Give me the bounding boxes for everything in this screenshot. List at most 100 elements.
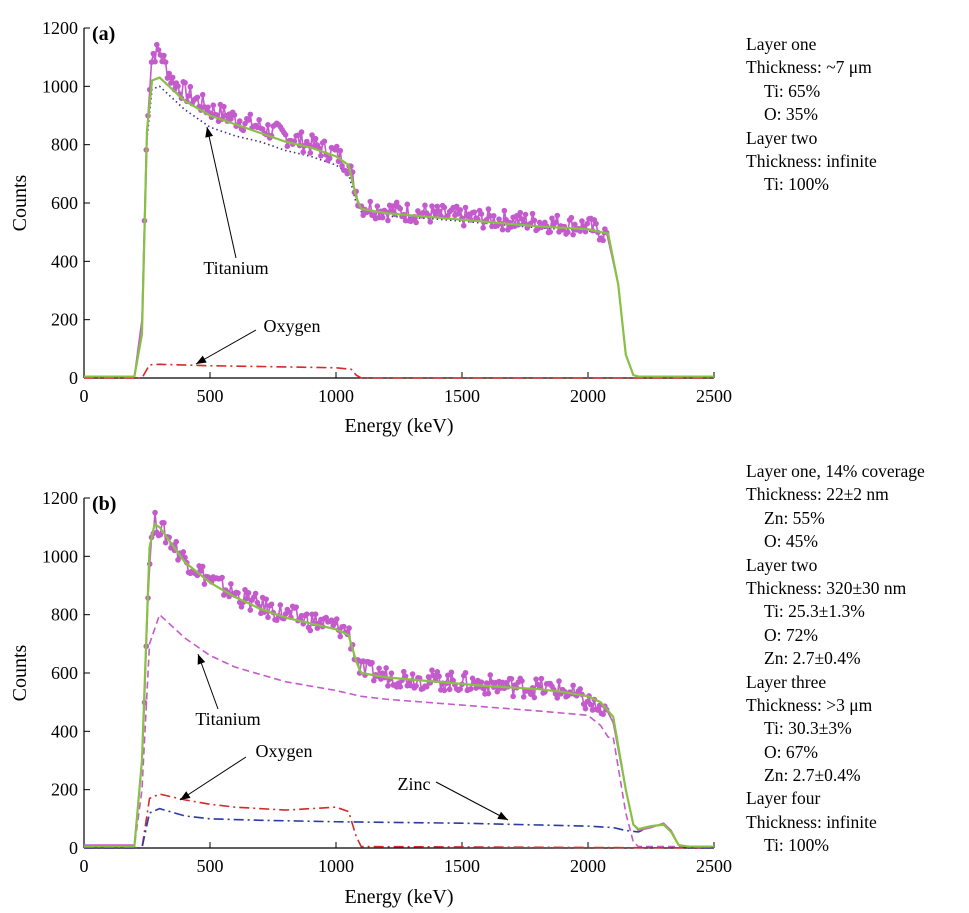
data-point bbox=[150, 50, 157, 57]
data-point bbox=[413, 219, 419, 226]
titanium-line bbox=[84, 613, 714, 848]
data-point bbox=[265, 122, 271, 128]
data-point bbox=[228, 116, 234, 122]
data-point bbox=[194, 94, 201, 101]
data-point bbox=[187, 83, 194, 90]
data-point bbox=[385, 683, 391, 689]
data-point bbox=[346, 625, 352, 631]
data-point bbox=[379, 670, 386, 676]
data-point bbox=[337, 147, 344, 154]
data-point bbox=[284, 143, 291, 150]
data-point bbox=[397, 205, 404, 212]
data-point bbox=[326, 155, 333, 162]
data-point bbox=[180, 549, 187, 555]
data-point bbox=[531, 217, 538, 224]
data-point bbox=[485, 690, 492, 697]
data-point bbox=[238, 604, 245, 610]
data-point bbox=[323, 614, 329, 621]
layer-info-b-line: Layer four bbox=[746, 788, 821, 809]
y-tick-label: 0 bbox=[69, 368, 78, 388]
data-point bbox=[295, 132, 301, 139]
data-point bbox=[263, 596, 269, 602]
data-point bbox=[369, 659, 375, 666]
layer-info-b-line: Thickness: >3 μm bbox=[746, 694, 873, 715]
data-point bbox=[600, 237, 606, 244]
data-point bbox=[162, 59, 169, 65]
data-point bbox=[409, 671, 416, 677]
data-point bbox=[268, 601, 275, 608]
data-point bbox=[478, 211, 485, 217]
data-point bbox=[490, 213, 497, 219]
data-point bbox=[157, 531, 164, 538]
data-point bbox=[161, 52, 167, 59]
panel-a: 0 500 1000 1500 2000 2500 0 200 400 600 800 1000 120… bbox=[9, 18, 732, 437]
oxygen-annotation: Oxygen bbox=[264, 316, 321, 336]
data-point bbox=[247, 607, 254, 613]
layer-info-b-line: Layer two bbox=[746, 554, 818, 575]
data-point bbox=[309, 132, 315, 138]
data-point bbox=[450, 677, 456, 684]
data-point bbox=[429, 203, 435, 209]
data-point bbox=[388, 670, 395, 676]
data-point bbox=[468, 686, 474, 692]
data-point bbox=[371, 677, 377, 684]
data-point bbox=[422, 202, 428, 209]
x-axis-label: Energy (keV) bbox=[344, 886, 453, 908]
x-tick-label: 1000 bbox=[318, 386, 354, 406]
data-point bbox=[483, 680, 490, 686]
y-axis-label: Counts bbox=[9, 174, 31, 231]
data-point bbox=[198, 568, 204, 574]
data-point bbox=[522, 211, 529, 218]
data-point bbox=[547, 229, 553, 235]
data-point bbox=[247, 111, 254, 118]
data-point bbox=[430, 672, 437, 679]
titanium-arrowhead bbox=[197, 654, 206, 665]
data-point bbox=[587, 701, 594, 708]
x-tick-label: 1500 bbox=[444, 386, 480, 406]
y-tick-label: 1000 bbox=[42, 76, 78, 96]
data-point bbox=[436, 208, 442, 215]
data-point bbox=[480, 685, 486, 692]
x-tick-label: 2500 bbox=[696, 386, 732, 406]
data-point bbox=[448, 669, 455, 676]
data-point bbox=[579, 218, 585, 224]
data-point bbox=[235, 590, 241, 596]
fit-line bbox=[84, 76, 714, 378]
data-point bbox=[508, 675, 515, 682]
x-tick-label: 2000 bbox=[570, 856, 606, 876]
oxygen-line bbox=[84, 793, 715, 849]
layer-info-b: Layer one, 14% coverage Thickness: 22±2 n… bbox=[746, 460, 925, 858]
layer-info-b-line: Layer one, 14% coverage bbox=[746, 461, 925, 481]
data-point bbox=[413, 683, 419, 689]
data-point bbox=[533, 676, 539, 682]
layer-info-a-line: O: 35% bbox=[764, 104, 818, 125]
data-point bbox=[175, 557, 181, 563]
oxygen-arrowhead bbox=[196, 355, 207, 364]
data-point bbox=[252, 590, 259, 597]
data-point bbox=[462, 669, 469, 676]
data-point bbox=[441, 687, 448, 694]
data-point bbox=[169, 74, 176, 81]
zinc-arrowhead bbox=[497, 811, 508, 820]
y-axis-label: Counts bbox=[9, 644, 31, 701]
layer-info-a-line: Ti: 100% bbox=[764, 174, 830, 195]
zinc-arrow bbox=[435, 781, 509, 821]
data-point bbox=[277, 602, 284, 608]
data-point bbox=[152, 58, 158, 65]
data-point bbox=[429, 667, 435, 673]
x-tick-label: 2000 bbox=[570, 386, 606, 406]
data-point bbox=[549, 215, 555, 222]
data-point bbox=[552, 219, 559, 226]
x-tick-label: 0 bbox=[80, 856, 89, 876]
data-point bbox=[446, 686, 453, 693]
data-point bbox=[513, 213, 520, 219]
data-point bbox=[379, 214, 386, 221]
y-tick-label: 1200 bbox=[42, 488, 78, 508]
data-point bbox=[155, 47, 162, 53]
data-point bbox=[527, 691, 534, 697]
layer-info-a-line: Thickness: infinite bbox=[746, 150, 877, 171]
y-tick-label: 200 bbox=[51, 310, 78, 330]
data-point bbox=[286, 609, 292, 615]
oxygen-arrowhead bbox=[180, 791, 191, 800]
